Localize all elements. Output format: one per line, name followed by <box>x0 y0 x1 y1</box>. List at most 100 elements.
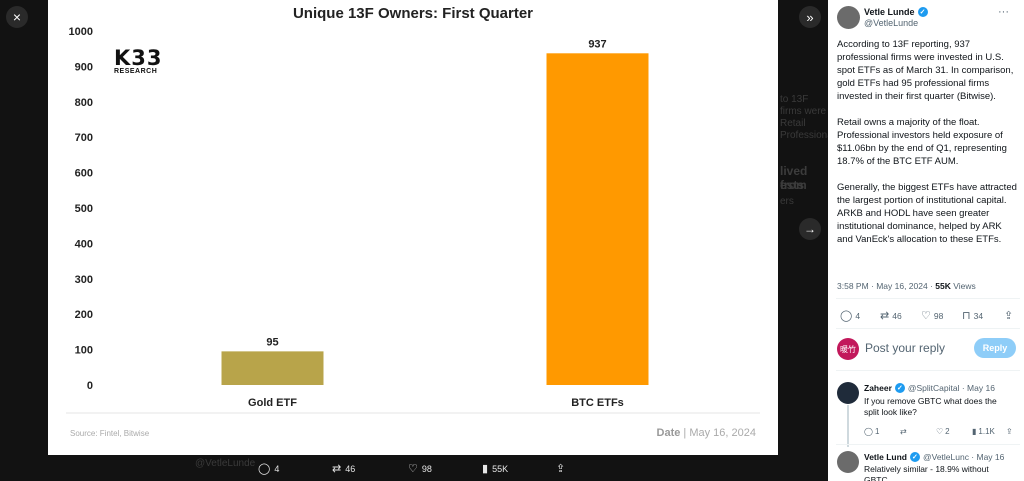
tweet-bookmark-stat[interactable]: ⊓ 34 <box>962 309 983 322</box>
chart-image: Unique 13F Owners: First Quarter 0 100 200… <box>48 0 778 455</box>
tweet-repost-count: 46 <box>892 310 902 321</box>
reply-action[interactable]: ◯ 4 <box>258 462 279 475</box>
logo-sub-text: RESEARCH <box>114 68 158 75</box>
views-icon: ▮ <box>972 427 977 436</box>
tweet-reply-stat[interactable]: ◯ 4 <box>840 309 860 322</box>
background-text: firms were <box>780 106 827 117</box>
tweet-repost-stat[interactable]: ⇄ 46 <box>880 309 902 322</box>
reply-author[interactable]: Vetle Lund ✓ @VetleLunc · May 16 <box>864 452 1004 462</box>
next-image-icon[interactable]: → <box>799 218 821 240</box>
divider <box>836 328 1020 329</box>
logo-main-text: K33 <box>114 46 163 70</box>
avatar[interactable] <box>837 6 860 29</box>
background-text: ers <box>780 196 794 207</box>
close-icon[interactable]: × <box>6 6 28 28</box>
y-tick-label: 500 <box>75 203 93 215</box>
reply-views[interactable]: ▮ 1.1K <box>972 427 995 436</box>
k33-logo: K33 RESEARCH <box>114 48 174 76</box>
repost-icon: ⇄ <box>900 427 907 436</box>
tweet-text: According to 13F reporting, 937 professi… <box>837 39 1017 245</box>
comment-icon: ◯ <box>258 463 271 475</box>
reply-likes[interactable]: ♡ 2 <box>936 427 950 436</box>
x-tick-label: BTC ETFs <box>571 397 624 409</box>
like-action[interactable]: ♡ 98 <box>408 462 432 475</box>
repost-icon: ⇄ <box>332 463 342 475</box>
collapse-sidebar-icon[interactable]: » <box>799 6 821 28</box>
reply-count: 4 <box>274 463 280 474</box>
y-tick-label: 300 <box>75 274 93 286</box>
data-label: 95 <box>266 336 278 348</box>
tweet-bookmark-count: 34 <box>973 310 984 321</box>
heart-icon: ♡ <box>408 463 418 475</box>
data-label: 937 <box>588 38 606 50</box>
avatar[interactable] <box>837 382 859 404</box>
verified-icon: ✓ <box>909 452 920 462</box>
repost-icon: ⇄ <box>880 310 890 322</box>
y-tick-label: 700 <box>75 132 93 144</box>
y-tick-label: 200 <box>75 309 93 321</box>
divider <box>836 298 1020 299</box>
date-label: Date <box>656 427 681 439</box>
tweet-reply-count: 4 <box>855 310 861 321</box>
comment-icon: ◯ <box>864 427 873 436</box>
reply-likes-count: 2 <box>945 427 950 436</box>
tweet-like-stat[interactable]: ♡ 98 <box>921 309 943 322</box>
share-icon: ⇪ <box>556 463 566 475</box>
reply-button[interactable]: Reply <box>974 338 1016 358</box>
more-options-icon[interactable]: ··· <box>998 6 1009 18</box>
like-count: 98 <box>421 463 432 474</box>
author-name[interactable]: Vetle Lunde ✓ <box>864 7 928 17</box>
divider <box>836 444 1020 445</box>
reply-input[interactable]: Post your reply <box>865 341 946 355</box>
author-name-text: Vetle Lunde <box>864 7 915 17</box>
background-text: lived from <box>780 164 808 192</box>
tweet-time: 3:58 PM · May 16, 2024 · <box>837 281 936 291</box>
background-text: Retail <box>780 118 806 129</box>
y-tick-label: 600 <box>75 168 93 180</box>
reply-views-count: 1.1K <box>978 427 995 436</box>
avatar[interactable] <box>837 451 859 473</box>
reply-text: Relatively similar - 18.9% without GBTC <box>864 464 989 481</box>
bookmark-icon: ⊓ <box>962 310 971 322</box>
background-text: ests <box>780 178 805 192</box>
reply-author[interactable]: Zaheer ✓ @SplitCapital · May 16 <box>864 383 995 393</box>
share-action[interactable]: ⇪ <box>556 462 565 475</box>
verified-icon: ✓ <box>894 383 905 393</box>
y-tick-label: 900 <box>75 61 93 73</box>
divider <box>836 370 1020 371</box>
x-tick-label: Gold ETF <box>248 397 297 409</box>
background-text: to 13F <box>780 94 809 105</box>
image-action-bar: ◯ 4 ⇄ 46 ♡ 98 ▮ 55K ⇪ <box>0 462 828 478</box>
reply-author-handle: @VetleLunc · May 16 <box>922 452 1005 462</box>
reply-author-handle: @SplitCapital · May 16 <box>907 383 995 393</box>
views-action[interactable]: ▮ 55K <box>482 462 508 475</box>
y-tick-label: 400 <box>75 238 93 250</box>
comment-icon: ◯ <box>840 310 853 322</box>
reply-text: If you remove GBTC what does the split l… <box>864 396 997 417</box>
bar-gold-etf <box>221 351 324 385</box>
bar-chart: 0 100 200 300 400 500 600 700 800 900 1000 95 Gold E… <box>66 26 760 414</box>
background-text: Professional <box>780 130 828 141</box>
background-text: @VetleLunde <box>195 458 256 469</box>
verified-icon: ✓ <box>917 7 928 17</box>
reply-author-name: Vetle Lund <box>864 452 907 462</box>
share-icon: ⇪ <box>1006 427 1013 436</box>
tweet-views-label: Views <box>950 281 976 291</box>
y-tick-label: 100 <box>75 345 93 357</box>
repost-action[interactable]: ⇄ 46 <box>332 462 355 475</box>
heart-icon: ♡ <box>921 310 931 322</box>
reply-replies-count: 1 <box>874 427 880 436</box>
views-count: 55K <box>492 463 509 474</box>
tweet-share-stat[interactable]: ⇪ <box>1004 309 1013 322</box>
tweet-like-count: 98 <box>933 310 944 321</box>
chart-date: Date | May 16, 2024 <box>657 427 756 439</box>
bar-btc-etfs <box>546 53 649 385</box>
author-handle[interactable]: @VetleLunde <box>864 18 919 28</box>
reply-replies[interactable]: ◯ 1 <box>864 427 879 436</box>
views-icon: ▮ <box>482 463 489 475</box>
reply-share[interactable]: ⇪ <box>1006 427 1013 436</box>
reply-reposts[interactable]: ⇄ <box>900 427 907 436</box>
reply-author-name: Zaheer <box>864 383 892 393</box>
tweet-meta: 3:58 PM · May 16, 2024 · 55K Views <box>837 281 976 291</box>
tweet-side-panel <box>828 0 1024 481</box>
